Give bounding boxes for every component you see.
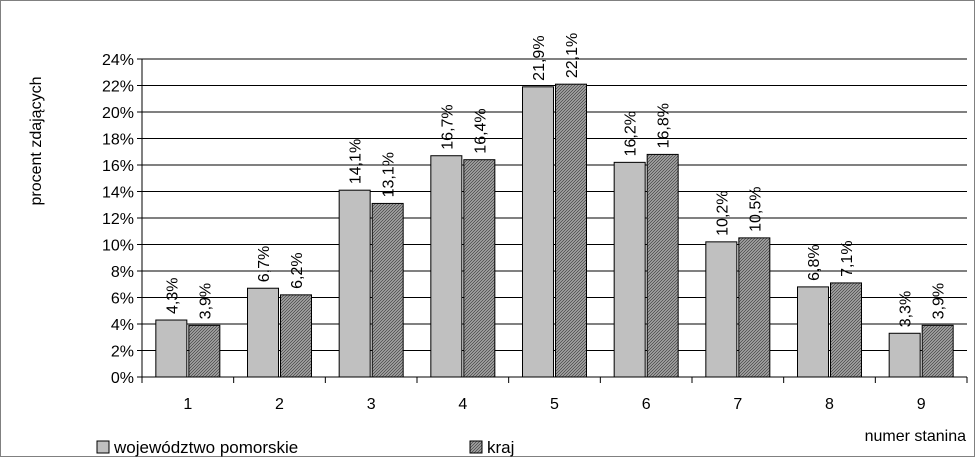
legend-label-kraj: kraj	[487, 438, 514, 457]
bar-pomorskie	[613, 161, 646, 378]
bar-pomorskie	[338, 189, 371, 378]
y-tick-label: 10%	[102, 238, 134, 255]
data-label-pomorskie: 21,9%	[531, 35, 548, 80]
data-label-pomorskie: 3,3%	[898, 291, 915, 327]
y-tick-label: 6%	[111, 291, 134, 308]
bar-kraj	[280, 294, 312, 378]
data-label-pomorskie: 10,2%	[714, 190, 731, 235]
data-label-pomorskie: 16,2%	[623, 111, 640, 156]
data-label-kraj: 3,9%	[197, 283, 214, 319]
bar-pomorskie	[797, 286, 829, 378]
data-label-pomorskie: 6,8%	[806, 244, 823, 280]
y-tick-label: 14%	[102, 185, 134, 202]
y-tick-label: 0%	[111, 370, 134, 387]
x-tick-label: 9	[917, 396, 926, 413]
x-tick-label: 5	[550, 396, 559, 413]
data-label-kraj: 13,1%	[381, 152, 398, 197]
data-label-pomorskie: 16,7%	[439, 104, 456, 149]
y-tick-label: 12%	[102, 211, 134, 228]
legend-swatch-kraj	[469, 440, 483, 454]
data-label-kraj: 16,8%	[656, 103, 673, 148]
legend: województwo pomorskie kraj	[96, 438, 514, 457]
bar-kraj	[371, 202, 404, 378]
legend-label-pomorskie: województwo pomorskie	[113, 438, 298, 457]
y-tick-label: 22%	[102, 79, 134, 96]
bar-pomorskie	[705, 241, 738, 378]
data-label-kraj: 16,4%	[472, 108, 489, 153]
data-label-pomorskie: 4,3%	[164, 278, 181, 314]
bar-pomorskie	[522, 86, 554, 378]
data-label-kraj: 7,1%	[839, 240, 856, 276]
bar-kraj	[646, 153, 679, 378]
y-axis-title: procent zdających	[28, 77, 45, 206]
x-tick-label: 1	[183, 396, 192, 413]
bar-kraj	[921, 324, 954, 378]
bar-kraj	[188, 324, 221, 378]
bar-kraj	[830, 282, 862, 378]
bar-pomorskie	[155, 319, 188, 378]
y-tick-label: 16%	[102, 158, 134, 175]
y-tick-label: 2%	[111, 344, 134, 361]
bar-pomorskie	[430, 155, 463, 378]
data-label-kraj: 22,1%	[564, 33, 581, 78]
y-tick-label: 8%	[111, 264, 134, 281]
x-tick-label: 3	[367, 396, 376, 413]
data-label-kraj: 10,5%	[747, 187, 764, 232]
bar-kraj	[463, 159, 496, 378]
data-label-pomorskie: 6,7%	[256, 246, 273, 282]
x-axis-title: numer stanina	[865, 428, 966, 445]
y-tick-label: 20%	[102, 105, 134, 122]
data-label-kraj: 3,9%	[931, 283, 948, 319]
legend-swatch-pomorskie	[96, 440, 110, 454]
bar-pomorskie	[888, 332, 921, 378]
x-tick-label: 6	[642, 396, 651, 413]
x-tick-label: 2	[275, 396, 284, 413]
y-tick-label: 24%	[102, 52, 134, 69]
x-tick-label: 8	[825, 396, 834, 413]
bar-pomorskie	[247, 287, 279, 378]
data-label-kraj: 6,2%	[289, 252, 306, 288]
y-tick-label: 18%	[102, 132, 134, 149]
bar-kraj	[555, 83, 587, 378]
data-label-pomorskie: 14,1%	[348, 139, 365, 184]
x-tick-label: 7	[733, 396, 742, 413]
x-tick-label: 4	[458, 396, 467, 413]
y-tick-label: 4%	[111, 317, 134, 334]
bar-kraj	[738, 237, 771, 378]
